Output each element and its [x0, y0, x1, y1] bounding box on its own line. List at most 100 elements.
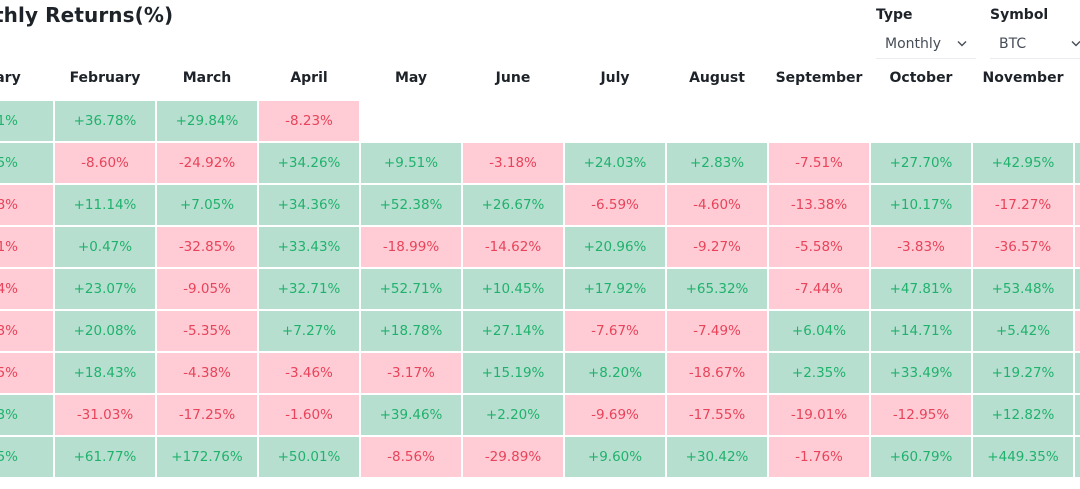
type-select[interactable]: Monthly [876, 29, 976, 59]
return-cell: +34.26% [259, 143, 359, 183]
return-cell: +18.78% [361, 311, 461, 351]
type-select-value: Monthly [885, 36, 942, 52]
return-cell: -6.59% [565, 185, 665, 225]
return-cell [1075, 143, 1080, 183]
return-cell: -5.58% [769, 227, 869, 267]
return-cell: +7.05% [157, 185, 257, 225]
column-header: August [689, 70, 745, 86]
column-header: February [69, 70, 141, 86]
return-cell [1075, 437, 1080, 477]
return-cell: -18.67% [667, 353, 767, 393]
return-cell: -8.56% [361, 437, 461, 477]
return-cell: +52.71% [361, 269, 461, 309]
chevron-down-icon [956, 37, 968, 49]
return-cell: -4.38% [157, 353, 257, 393]
return-cell: 05% [0, 353, 53, 393]
return-cell: -7.51% [769, 143, 869, 183]
return-cell [1075, 311, 1080, 351]
return-cell: +27.14% [463, 311, 563, 351]
type-control: Type Monthly [876, 5, 976, 59]
column-header: uary [0, 70, 21, 86]
return-cell [1075, 395, 1080, 435]
return-cell: +33.43% [259, 227, 359, 267]
return-cell: +14.71% [871, 311, 971, 351]
return-cell: +2.20% [463, 395, 563, 435]
return-cell: +2.35% [769, 353, 869, 393]
return-cell: +30.42% [667, 437, 767, 477]
return-cell: +33.49% [871, 353, 971, 393]
return-cell [1075, 269, 1080, 309]
return-cell: +42.95% [973, 143, 1073, 183]
column-header: June [495, 70, 531, 86]
return-cell: +19.27% [973, 353, 1073, 393]
return-cell: -3.83% [871, 227, 971, 267]
return-cell: -3.18% [463, 143, 563, 183]
return-cell: +15.19% [463, 353, 563, 393]
return-cell: +29.84% [157, 101, 257, 141]
return-cell: -31.03% [55, 395, 155, 435]
return-cell: -7.49% [667, 311, 767, 351]
return-cell: +34.36% [259, 185, 359, 225]
return-cell: -4.60% [667, 185, 767, 225]
return-cell: -9.69% [565, 395, 665, 435]
return-cell: +50.01% [259, 437, 359, 477]
return-cell: -12.95% [871, 395, 971, 435]
return-cell: +0.47% [55, 227, 155, 267]
return-cell: +27.70% [871, 143, 971, 183]
return-cell: -8.23% [259, 101, 359, 141]
return-cell: +18.43% [55, 353, 155, 393]
return-cell: 58% [0, 185, 53, 225]
symbol-select-value: BTC [999, 36, 1027, 52]
return-cell: -9.05% [157, 269, 257, 309]
return-cell: -18.99% [361, 227, 461, 267]
return-cell: +8.20% [565, 353, 665, 393]
type-label: Type [876, 7, 913, 23]
return-cell: +32.71% [259, 269, 359, 309]
return-cell [1075, 227, 1080, 267]
return-cell: +10.17% [871, 185, 971, 225]
column-header: September [775, 70, 863, 86]
chevron-down-icon [1070, 37, 1080, 49]
return-cell: 95% [0, 143, 53, 183]
return-cell: 83% [0, 311, 53, 351]
return-cell: 04% [0, 269, 53, 309]
return-cell: +2.83% [667, 143, 767, 183]
column-header: April [290, 70, 328, 86]
return-cell: +449.35% [973, 437, 1073, 477]
return-cell: +5.42% [973, 311, 1073, 351]
return-cell: +47.81% [871, 269, 971, 309]
return-cell: +26.67% [463, 185, 563, 225]
return-cell [1075, 185, 1080, 225]
return-cell: +11.14% [55, 185, 155, 225]
return-cell: +12.82% [973, 395, 1073, 435]
column-header: May [394, 70, 428, 86]
return-cell: -8.60% [55, 143, 155, 183]
return-cell: 05% [0, 437, 53, 477]
return-cell: -17.25% [157, 395, 257, 435]
return-cell: 03% [0, 395, 53, 435]
return-cell: -7.67% [565, 311, 665, 351]
return-cell: -36.57% [973, 227, 1073, 267]
return-cell: +6.04% [769, 311, 869, 351]
return-cell: -24.92% [157, 143, 257, 183]
column-header: July [600, 70, 630, 86]
return-cell: +65.32% [667, 269, 767, 309]
return-cell: +24.03% [565, 143, 665, 183]
return-cell: +23.07% [55, 269, 155, 309]
page-title: thly Returns(%) [0, 3, 174, 27]
return-cell: -7.44% [769, 269, 869, 309]
symbol-control: Symbol BTC [990, 5, 1080, 59]
symbol-label: Symbol [990, 7, 1049, 23]
return-cell: +9.60% [565, 437, 665, 477]
return-cell: -19.01% [769, 395, 869, 435]
return-cell: +53.48% [973, 269, 1073, 309]
return-cell: +52.38% [361, 185, 461, 225]
return-cell: -1.60% [259, 395, 359, 435]
return-cell: -29.89% [463, 437, 563, 477]
symbol-select[interactable]: BTC [990, 29, 1080, 59]
return-cell: +60.79% [871, 437, 971, 477]
return-cell: -9.27% [667, 227, 767, 267]
return-cell: -1.76% [769, 437, 869, 477]
return-cell: 41% [0, 227, 53, 267]
return-cell: +172.76% [157, 437, 257, 477]
